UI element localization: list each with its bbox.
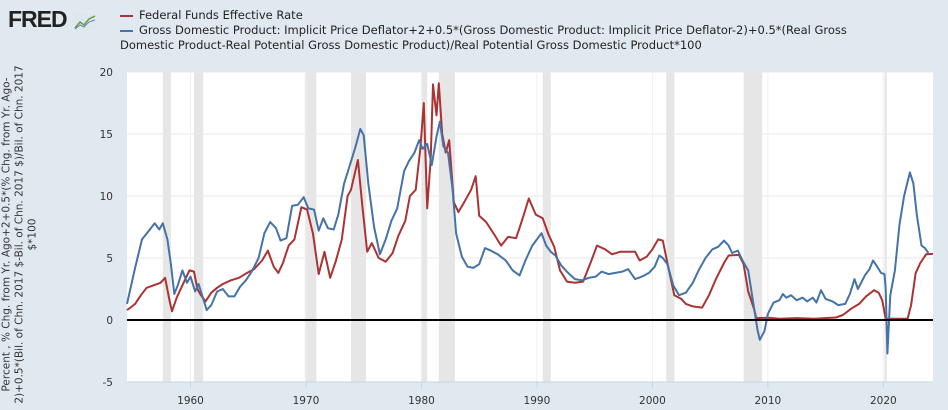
legend-swatch-blue (120, 29, 133, 32)
legend-label: Gross Domestic Product: Implicit Price D… (120, 23, 847, 52)
chart-line-icon (74, 14, 97, 30)
x-tick-label: 1970 (293, 395, 320, 407)
fred-logo[interactable]: FRED (8, 6, 97, 33)
x-tick-label: 1990 (524, 395, 551, 407)
fred-logo-text: FRED (8, 6, 68, 32)
y-tick-label: 15 (100, 129, 113, 141)
y-tick-label: 20 (100, 67, 113, 79)
legend-item-gdp[interactable]: Gross Domestic Product: Implicit Price D… (120, 23, 880, 53)
plot-area (127, 72, 933, 382)
y-tick-label: 5 (106, 253, 113, 265)
legend-swatch-red (120, 14, 133, 17)
series-line-fedfunds (126, 82, 934, 320)
chart-legend: Federal Funds Effective Rate Gross Domes… (120, 8, 880, 53)
y-tick-label: 0 (106, 315, 113, 327)
x-tick-label: 2010 (755, 395, 782, 407)
legend-item-fedfunds[interactable]: Federal Funds Effective Rate (120, 8, 880, 23)
recession-band (743, 72, 763, 382)
y-tick-label: -5 (103, 377, 113, 389)
x-tick-label: 2000 (639, 395, 666, 407)
recession-band (884, 72, 887, 382)
recession-band (421, 72, 428, 382)
recession-band (193, 72, 204, 382)
x-tick-label: 1960 (177, 395, 204, 407)
x-tick-label: 1980 (408, 395, 435, 407)
recession-band (162, 72, 171, 382)
recession-band (666, 72, 675, 382)
x-tick-label: 2020 (870, 395, 897, 407)
legend-label: Federal Funds Effective Rate (139, 8, 303, 22)
y-tick-label: 10 (100, 191, 113, 203)
recession-band (438, 72, 455, 382)
series-line-gdp-rule (126, 120, 930, 355)
